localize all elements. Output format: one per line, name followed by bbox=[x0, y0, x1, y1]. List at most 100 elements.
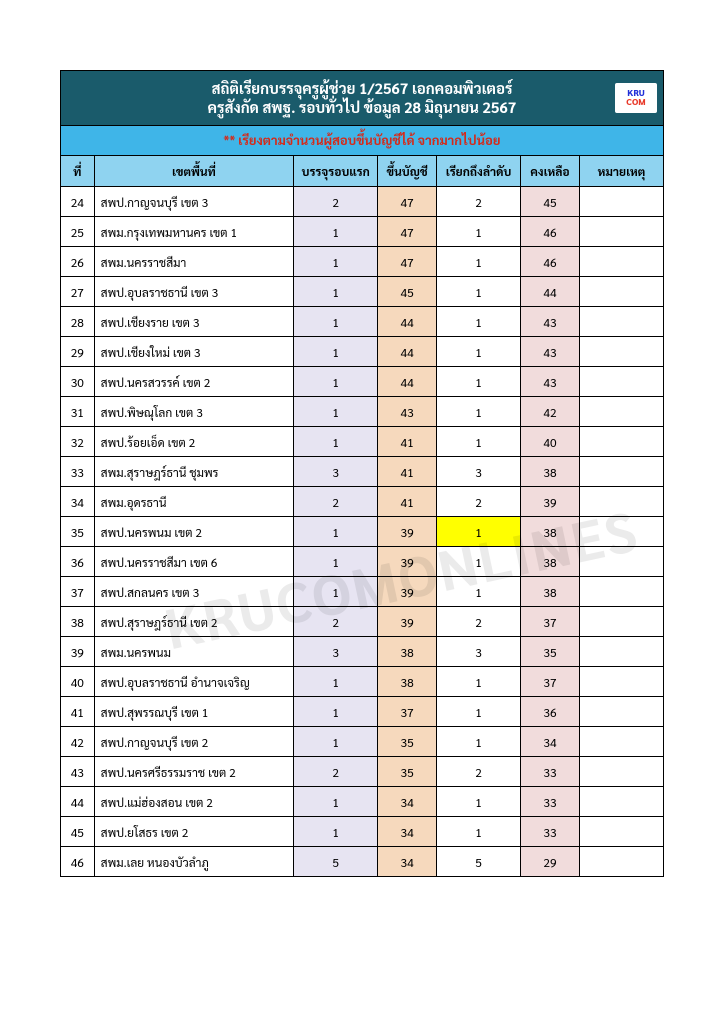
cell: 1 bbox=[294, 697, 378, 727]
cell: 34 bbox=[61, 487, 95, 517]
cell: 32 bbox=[61, 427, 95, 457]
table-row: 35สพป.นครพนม เขต 2139138 bbox=[61, 517, 664, 547]
cell: สพป.นครพนม เขต 2 bbox=[94, 517, 294, 547]
cell: 41 bbox=[61, 697, 95, 727]
cell: 43 bbox=[521, 307, 580, 337]
cell bbox=[579, 337, 663, 367]
logo-badge: KRU COM bbox=[615, 83, 657, 113]
table-row: 44สพป.แม่ฮ่องสอน เขต 2134133 bbox=[61, 787, 664, 817]
cell: สพป.นครราชสีมา เขต 6 bbox=[94, 547, 294, 577]
cell: 34 bbox=[521, 727, 580, 757]
cell: 2 bbox=[294, 487, 378, 517]
cell: 26 bbox=[61, 247, 95, 277]
cell: 1 bbox=[437, 787, 521, 817]
cell bbox=[579, 637, 663, 667]
cell: 36 bbox=[61, 547, 95, 577]
subheader-row: ** เรียงตามจำนวนผู้สอบขึ้นบัญชีได้ จากมา… bbox=[61, 126, 664, 156]
cell: 45 bbox=[378, 277, 437, 307]
cell: 1 bbox=[437, 697, 521, 727]
cell: 2 bbox=[294, 607, 378, 637]
cell: 1 bbox=[437, 727, 521, 757]
cell bbox=[579, 307, 663, 337]
cell bbox=[579, 787, 663, 817]
cell: 1 bbox=[437, 667, 521, 697]
cell: 1 bbox=[437, 337, 521, 367]
cell: 2 bbox=[294, 757, 378, 787]
cell: 1 bbox=[437, 397, 521, 427]
cell: 38 bbox=[521, 457, 580, 487]
cell bbox=[579, 607, 663, 637]
cell: สพป.เชียงใหม่ เขต 3 bbox=[94, 337, 294, 367]
cell bbox=[579, 367, 663, 397]
title-line1: สถิติเรียกบรรจุครูผู้ช่วย 1/2567 เอกคอมพ… bbox=[65, 79, 659, 98]
table-row: 42สพป.กาญจนบุรี เขต 2135134 bbox=[61, 727, 664, 757]
cell: 38 bbox=[521, 577, 580, 607]
cell: 2 bbox=[437, 487, 521, 517]
cell: 42 bbox=[61, 727, 95, 757]
cell bbox=[579, 757, 663, 787]
cell: สพป.สุพรรณบุรี เขต 1 bbox=[94, 697, 294, 727]
table-row: 29สพป.เชียงใหม่ เขต 3144143 bbox=[61, 337, 664, 367]
table-row: 26สพม.นครราชสีมา147146 bbox=[61, 247, 664, 277]
cell: 37 bbox=[521, 607, 580, 637]
cell bbox=[579, 487, 663, 517]
cell: 1 bbox=[294, 577, 378, 607]
cell: สพป.เชียงราย เขต 3 bbox=[94, 307, 294, 337]
cell: 1 bbox=[437, 367, 521, 397]
cell: 35 bbox=[61, 517, 95, 547]
cell: 1 bbox=[294, 727, 378, 757]
table-row: 32สพป.ร้อยเอ็ด เขต 2141140 bbox=[61, 427, 664, 457]
cell: 47 bbox=[378, 217, 437, 247]
cell bbox=[579, 427, 663, 457]
cell: สพป.อุบลราชธานี เขต 3 bbox=[94, 277, 294, 307]
cell bbox=[579, 667, 663, 697]
cell: 1 bbox=[437, 307, 521, 337]
cell: 33 bbox=[521, 817, 580, 847]
table-row: 37สพป.สกลนคร เขต 3139138 bbox=[61, 577, 664, 607]
cell: 2 bbox=[437, 187, 521, 217]
table-body: 24สพป.กาญจนบุรี เขต 324724525สพม.กรุงเทพ… bbox=[61, 187, 664, 877]
logo-bot: COM bbox=[626, 98, 645, 107]
cell: สพป.พิษณุโลก เขต 3 bbox=[94, 397, 294, 427]
title-cell: สถิติเรียกบรรจุครูผู้ช่วย 1/2567 เอกคอมพ… bbox=[61, 71, 664, 126]
cell bbox=[579, 517, 663, 547]
table-row: 24สพป.กาญจนบุรี เขต 3247245 bbox=[61, 187, 664, 217]
cell: 43 bbox=[521, 337, 580, 367]
table-row: 38สพป.สุราษฎร์ธานี เขต 2239237 bbox=[61, 607, 664, 637]
cell: 25 bbox=[61, 217, 95, 247]
table-row: 34สพม.อุดรธานี241239 bbox=[61, 487, 664, 517]
cell: สพม.กรุงเทพมหานคร เขต 1 bbox=[94, 217, 294, 247]
cell: 38 bbox=[378, 637, 437, 667]
cell: 35 bbox=[521, 637, 580, 667]
cell: สพม.สุราษฎร์ธานี ชุมพร bbox=[94, 457, 294, 487]
cell: 24 bbox=[61, 187, 95, 217]
table-row: 33สพม.สุราษฎร์ธานี ชุมพร341338 bbox=[61, 457, 664, 487]
cell: 44 bbox=[61, 787, 95, 817]
cell: 1 bbox=[294, 337, 378, 367]
cell: 43 bbox=[61, 757, 95, 787]
cell: 39 bbox=[378, 607, 437, 637]
cell: 38 bbox=[521, 547, 580, 577]
cell: 1 bbox=[294, 817, 378, 847]
header-row: ที่ เขตพื้นที่ บรรจุรอบแรก ขึ้นบัญชี เรี… bbox=[61, 156, 664, 187]
table-row: 36สพป.นครราชสีมา เขต 6139138 bbox=[61, 547, 664, 577]
cell: 38 bbox=[378, 667, 437, 697]
cell: 35 bbox=[378, 757, 437, 787]
cell: 34 bbox=[378, 817, 437, 847]
cell: สพป.สุราษฎร์ธานี เขต 2 bbox=[94, 607, 294, 637]
cell: 3 bbox=[437, 637, 521, 667]
page: KRUCOMONLINES สถิติเรียกบรรจุครูผู้ช่วย … bbox=[0, 0, 724, 917]
table-row: 41สพป.สุพรรณบุรี เขต 1137136 bbox=[61, 697, 664, 727]
table-row: 40สพป.อุบลราชธานี อำนาจเจริญ138137 bbox=[61, 667, 664, 697]
cell bbox=[579, 247, 663, 277]
cell: 44 bbox=[378, 307, 437, 337]
cell: 38 bbox=[61, 607, 95, 637]
cell: 1 bbox=[294, 787, 378, 817]
cell: 30 bbox=[61, 367, 95, 397]
cell: 2 bbox=[437, 757, 521, 787]
cell: 40 bbox=[61, 667, 95, 697]
cell: 1 bbox=[437, 247, 521, 277]
cell: 1 bbox=[437, 547, 521, 577]
cell: 39 bbox=[378, 517, 437, 547]
cell: 42 bbox=[521, 397, 580, 427]
